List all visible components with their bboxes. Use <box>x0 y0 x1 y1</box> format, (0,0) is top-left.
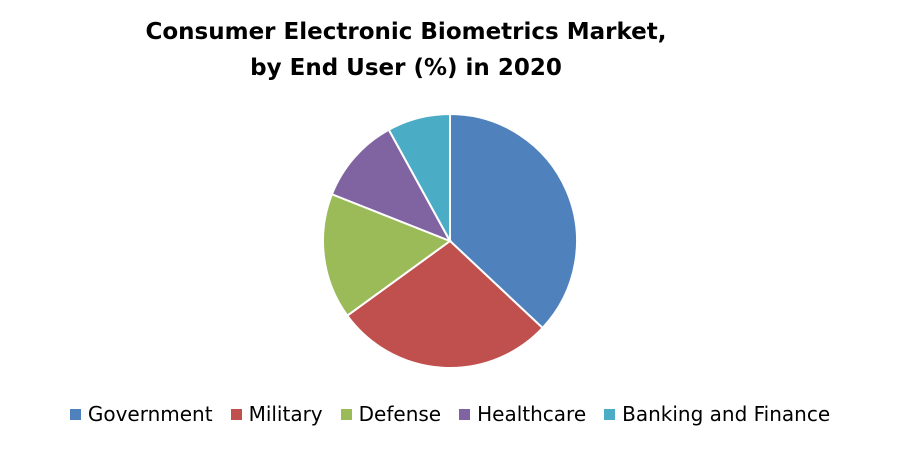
legend-label: Healthcare <box>477 402 587 426</box>
chart-title: Consumer Electronic Biometrics Market, b… <box>0 14 900 86</box>
chart-title-line-2: by End User (%) in 2020 <box>250 55 562 81</box>
legend-swatch <box>69 408 81 420</box>
legend-swatch <box>230 408 242 420</box>
pie-slice-military <box>345 239 544 369</box>
legend-item-military: Military <box>230 402 323 426</box>
legend-item-healthcare: Healthcare <box>459 402 586 426</box>
chart-legend: Government Military Defense Healthcare Banki… <box>0 398 900 430</box>
legend-item-government: Government <box>69 402 213 426</box>
legend-swatch <box>604 408 616 420</box>
legend-label: Defense <box>358 402 442 426</box>
legend-label: Government <box>87 402 213 426</box>
legend-label: Banking and Finance <box>622 402 831 426</box>
pie-slice-defense <box>322 192 453 318</box>
legend-swatch <box>340 408 352 420</box>
pie-slice-healthcare <box>330 128 453 243</box>
legend-swatch <box>459 408 471 420</box>
legend-label: Military <box>248 402 323 426</box>
pie-slice-government <box>449 112 578 330</box>
legend-item-defense: Defense <box>340 402 442 426</box>
chart-title-line-1: Consumer Electronic Biometrics Market, <box>145 19 667 45</box>
pie-slice-banking-and-finance <box>387 112 451 242</box>
legend-item-banking-and-finance: Banking and Finance <box>604 402 830 426</box>
pie-slices <box>322 112 578 369</box>
